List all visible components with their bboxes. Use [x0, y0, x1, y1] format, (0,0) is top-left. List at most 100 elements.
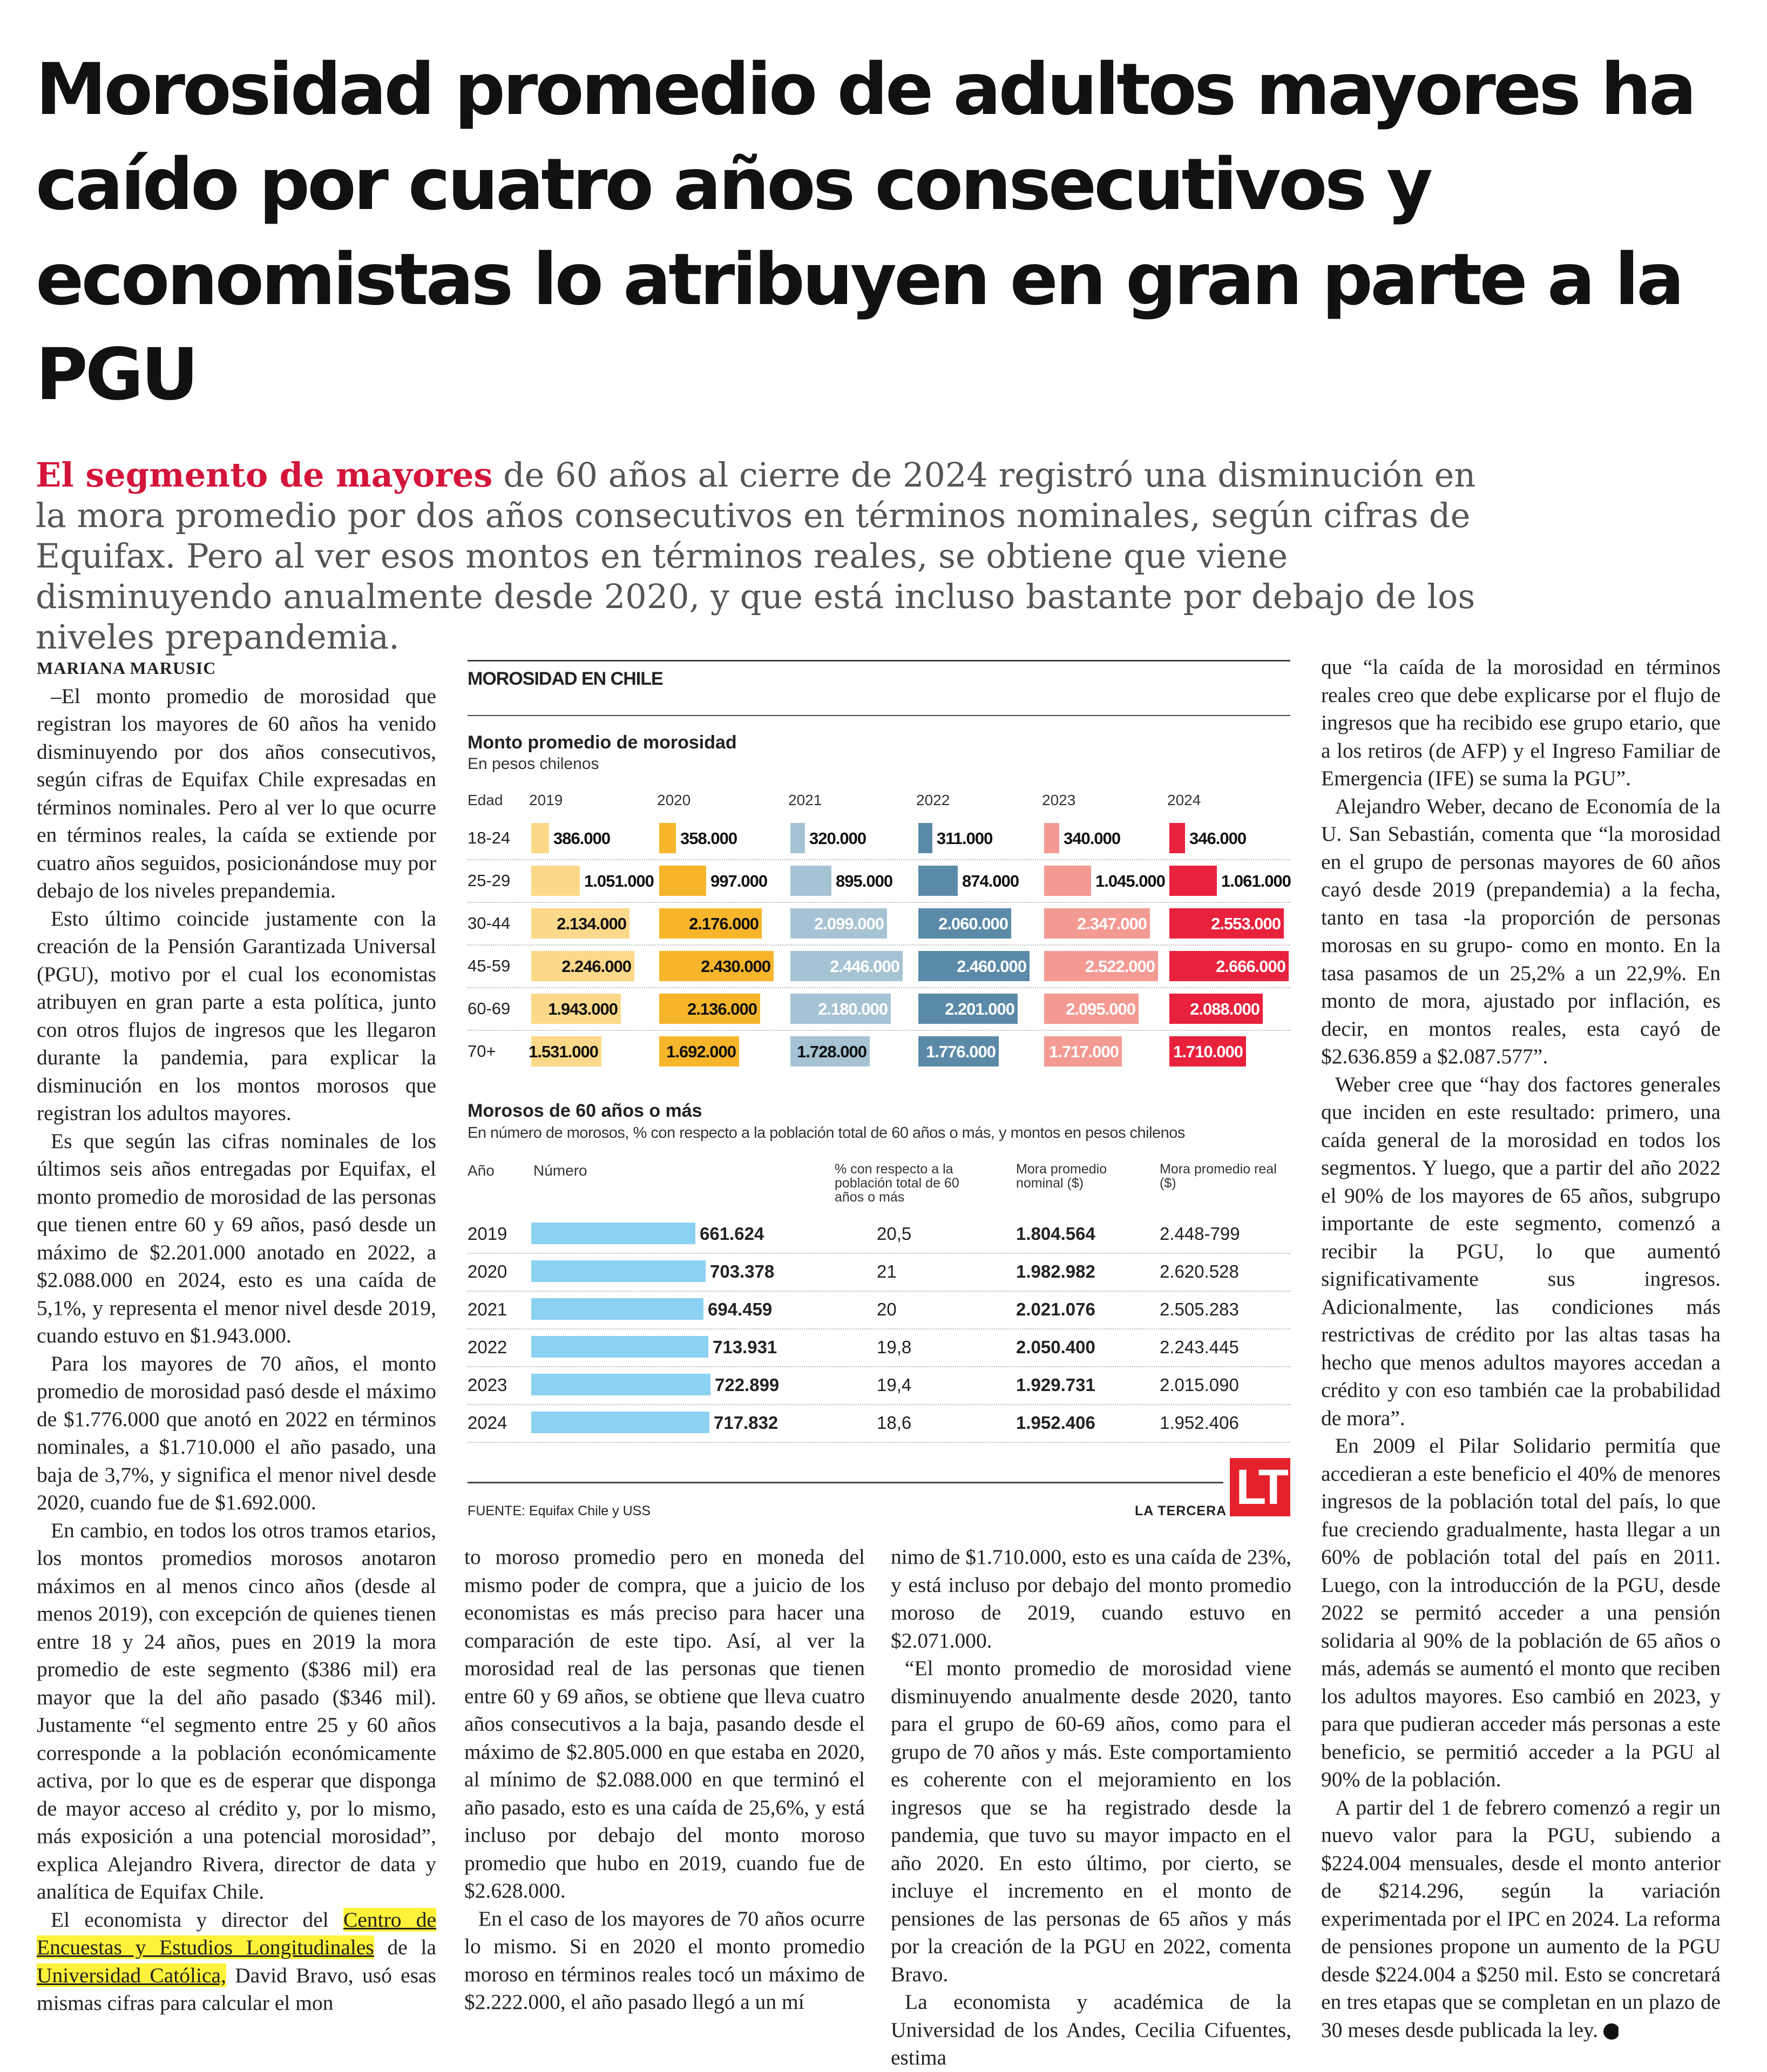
row-separator	[468, 987, 1290, 988]
row-separator	[468, 859, 1290, 860]
number-bar	[531, 1223, 695, 1244]
la-tercera-logo: LT	[1230, 1458, 1290, 1516]
bar	[790, 866, 831, 896]
paragraph: Alejandro Weber, decano de Economía de l…	[1321, 794, 1721, 1069]
pct-value: 20,5	[877, 1224, 912, 1244]
bar-value-label: 2.201.000	[945, 1000, 1015, 1018]
bar	[790, 908, 887, 939]
bar-value-label: 2.522.000	[1085, 957, 1155, 976]
number-bar	[531, 1412, 709, 1433]
age-label: 60-69	[468, 999, 511, 1018]
bar	[1044, 908, 1150, 939]
real-value: 2.620.528	[1160, 1261, 1239, 1281]
age-label: 30-44	[468, 914, 511, 933]
row-separator	[468, 1366, 1290, 1367]
bar	[659, 866, 706, 896]
highlighted-text: Universidad Católica,	[37, 1963, 226, 1987]
bar	[531, 823, 549, 853]
bar-value-label: 320.000	[809, 829, 866, 848]
row-separator	[468, 902, 1290, 903]
bar-value-label: 311.000	[937, 829, 993, 848]
paragraph: En cambio, en todos los otros tramos eta…	[37, 1518, 436, 1904]
year-label: 2023	[468, 1375, 507, 1395]
bar-value-label: 1.061.000	[1221, 872, 1291, 890]
bar-value-label: 874.000	[962, 872, 1019, 890]
paragraph: La economista y académica de la Universi…	[891, 1990, 1291, 2069]
number-bar	[531, 1374, 710, 1395]
article-column-4: que “la caída de la morosidad en término…	[1321, 653, 1721, 2044]
paragraph-text: de la	[374, 1935, 437, 1959]
bar-value-label: 1.943.000	[548, 1000, 618, 1018]
bar	[1044, 1036, 1122, 1067]
bar-value-label: 358.000	[680, 829, 737, 848]
paragraph: Weber cree que “hay dos factores general…	[1321, 1072, 1721, 1430]
table-title: Morosos de 60 años o más	[468, 1101, 702, 1121]
col-header-number: Número	[533, 1162, 587, 1179]
brand-name: LA TERCERA	[1135, 1503, 1227, 1518]
paragraph-text: David Bravo, usó esas mismas cifras para…	[37, 1963, 436, 2015]
col-header-nominal: Mora promedio nominal ($)	[1016, 1162, 1107, 1191]
bar	[1169, 823, 1185, 853]
pct-value: 19,8	[877, 1337, 912, 1357]
bar-value-label: 2.246.000	[561, 957, 632, 976]
bar	[1044, 866, 1091, 896]
row-separator	[468, 944, 1290, 946]
bar	[1169, 994, 1263, 1024]
bar	[659, 994, 760, 1024]
pct-value: 21	[877, 1261, 897, 1281]
infographic: MOROSIDAD EN CHILE Monto promedio de mor…	[468, 660, 1291, 1530]
bar-value-label: 2.553.000	[1211, 914, 1281, 933]
nominal-value: 1.952.406	[1016, 1413, 1095, 1433]
bar-value-label: 346.000	[1189, 829, 1247, 848]
real-value: 1.952.406	[1160, 1413, 1239, 1433]
number-bar	[531, 1336, 708, 1358]
bar-value-label: 1.051.000	[584, 872, 654, 890]
year-label: 2024	[468, 1413, 507, 1433]
paragraph: En el caso de los mayores de 70 años ocu…	[464, 1906, 865, 2014]
real-value: 2.448-799	[1160, 1224, 1240, 1244]
year-label: 2021	[468, 1299, 507, 1319]
row-separator	[468, 1404, 1290, 1405]
bar-value-label: 1.776.000	[926, 1042, 996, 1061]
bar-value-label: 340.000	[1064, 829, 1121, 848]
bar	[1169, 866, 1217, 896]
table-bottom-separator	[468, 1442, 1290, 1443]
bar-value-label: 386.000	[553, 829, 611, 848]
col-header-year: Año	[468, 1162, 495, 1179]
bar-value-label: 1.045.000	[1095, 872, 1166, 890]
bar	[1044, 951, 1158, 981]
dek-lead: El segmento de mayores	[36, 455, 493, 495]
age-label: 25-29	[468, 871, 511, 890]
bar-value-label: 997.000	[710, 872, 768, 890]
bar	[1044, 823, 1059, 853]
bar	[531, 951, 634, 981]
bar	[918, 994, 1018, 1024]
end-mark-icon: P	[1603, 2023, 1624, 2040]
bar-value-label: 2.136.000	[687, 1000, 757, 1018]
age-header: Edad	[468, 792, 503, 808]
bar	[918, 908, 1011, 939]
number-value: 713.931	[713, 1337, 777, 1357]
number-value: 722.899	[715, 1375, 780, 1395]
bar	[790, 823, 805, 853]
bar	[659, 823, 676, 853]
top-rule	[468, 660, 1290, 662]
bar	[531, 866, 580, 896]
bar	[659, 1036, 739, 1067]
real-value: 2.015.090	[1160, 1375, 1239, 1395]
bar-value-label: 2.180.000	[818, 1000, 888, 1018]
number-value: 703.378	[710, 1261, 775, 1281]
real-value: 2.243.445	[1160, 1337, 1239, 1357]
year-header: 2020	[657, 792, 691, 808]
bar-value-label: 2.460.000	[957, 957, 1027, 976]
paragraph: El economista y director del Centro de E…	[37, 1906, 436, 2017]
bar-value-label: 1.531.000	[529, 1042, 599, 1061]
year-label: 2020	[468, 1261, 507, 1281]
bar-value-label: 1.717.000	[1049, 1042, 1119, 1061]
bar	[531, 1036, 601, 1067]
bar	[918, 951, 1030, 981]
nominal-value: 1.982.982	[1016, 1261, 1095, 1281]
bar	[918, 1036, 999, 1067]
year-header: 2024	[1167, 792, 1201, 808]
dek: El segmento de mayores de 60 años al cie…	[36, 455, 1504, 657]
